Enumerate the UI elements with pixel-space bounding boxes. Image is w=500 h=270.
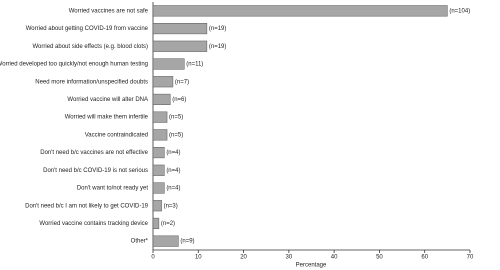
bar-label: (n=104) — [449, 8, 470, 14]
y-tick-label: Don't need b/c I am not likely to get CO… — [25, 203, 149, 209]
bar-label: (n=19) — [209, 26, 227, 32]
y-tick-label: Other* — [131, 239, 149, 245]
bar-label: (n=7) — [175, 79, 189, 85]
y-tick-label: Worried developed too quickly/not enough… — [0, 62, 148, 68]
y-tick-label: Don't need b/c vaccines are not effectiv… — [40, 150, 148, 156]
x-tick-label: 50 — [376, 255, 383, 261]
y-tick-label: Worried vaccine will alter DNA — [67, 97, 148, 103]
bar — [152, 58, 185, 70]
y-tick-label: Worried about side effects (e.g. blood c… — [32, 44, 148, 50]
x-tick-label: 20 — [240, 255, 247, 261]
x-axis-label: Percentage — [296, 263, 327, 269]
bar-label: (n=5) — [169, 115, 183, 121]
x-tick-label: 0 — [151, 255, 155, 261]
x-tick-label: 30 — [286, 255, 293, 261]
x-tick-label: 60 — [421, 255, 428, 261]
bar — [152, 200, 162, 212]
bar — [152, 235, 179, 247]
bar — [152, 164, 165, 176]
bar — [152, 217, 160, 229]
bar-label: (n=9) — [180, 239, 194, 245]
bar-label: (n=4) — [166, 168, 180, 174]
x-tick-label: 10 — [195, 255, 202, 261]
y-tick-label: Worried vaccine contains tracking device — [39, 221, 148, 227]
bar-label: (n=4) — [166, 150, 180, 156]
y-tick-label: Worried vaccines are not safe — [69, 8, 149, 14]
bar — [152, 182, 165, 194]
bar — [152, 23, 208, 35]
bar — [152, 76, 174, 88]
bar-label: (n=3) — [164, 203, 178, 209]
bar — [152, 5, 448, 17]
y-tick-label: Need more information/unspecified doubts — [35, 79, 148, 85]
bar — [152, 93, 171, 105]
y-tick-label: Worried will make them infertile — [65, 115, 149, 121]
y-tick-label: Worried about getting COVID-19 from vacc… — [26, 26, 149, 32]
bar — [152, 129, 168, 141]
bar — [152, 147, 165, 159]
bar-label: (n=11) — [186, 62, 203, 68]
y-tick-label: Don't need b/c COVID-19 is not serious — [43, 168, 148, 174]
bar-label: (n=6) — [172, 97, 186, 103]
bar-label: (n=2) — [161, 221, 175, 227]
bar — [152, 40, 208, 52]
y-tick-label: Don't want to/not ready yet — [77, 186, 149, 192]
x-tick-label: 40 — [331, 255, 338, 261]
bar — [152, 111, 168, 123]
x-tick-label: 70 — [467, 255, 474, 261]
bar-label: (n=5) — [169, 132, 183, 138]
bar-label: (n=4) — [166, 186, 180, 192]
bar-label: (n=19) — [209, 44, 227, 50]
y-tick-label: Vaccine contraindicated — [85, 132, 148, 138]
